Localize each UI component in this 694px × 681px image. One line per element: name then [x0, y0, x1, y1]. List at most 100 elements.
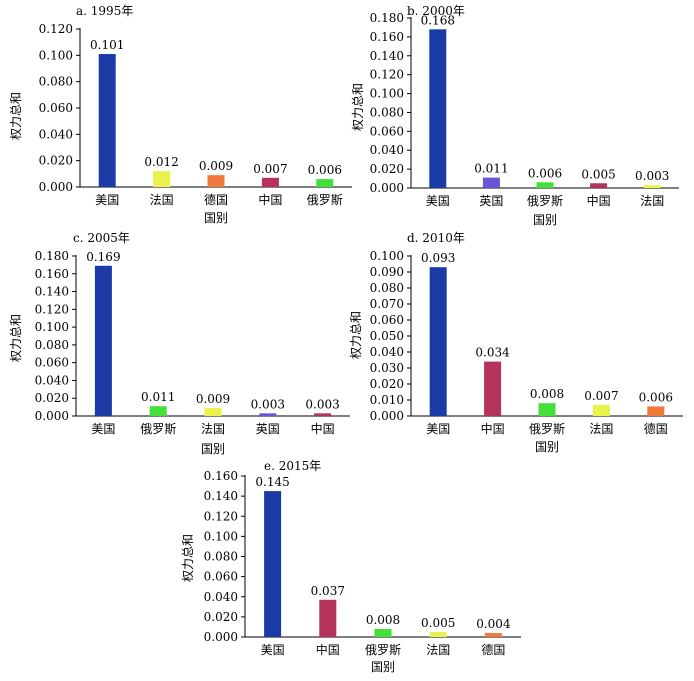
x-tick-label: 法国	[426, 643, 450, 657]
x-tick-label: 德国	[481, 642, 505, 657]
x-tick-label: 中国	[311, 421, 335, 436]
bar-value-label: 0.037	[311, 584, 345, 598]
bar-value-label: 0.003	[305, 397, 339, 411]
chart-panel-1: a. 1995年 0.000 0.020 0.040 0.060 0.080 0.100 0.…	[9, 4, 352, 225]
bar	[261, 177, 279, 187]
x-axis-label: 国别	[535, 440, 559, 454]
y-tick-label: 0.000	[370, 409, 404, 423]
bar-value-label: 0.005	[581, 167, 615, 181]
bar	[647, 406, 665, 416]
y-axis-label: 权力总和	[181, 534, 195, 582]
bar-value-label: 0.008	[366, 613, 400, 627]
y-tick-label: 0.080	[35, 338, 69, 352]
bar	[484, 361, 502, 416]
bar	[207, 175, 225, 187]
chart-panel-5: e. 2015年 0.000 0.020 0.040 0.060 0.080 0.100 0.…	[181, 459, 521, 674]
bar	[538, 403, 556, 416]
bar-value-label: 0.003	[251, 397, 285, 411]
y-tick-label: 0.100	[39, 48, 73, 62]
bar	[374, 628, 392, 637]
y-tick-label: 0.100	[370, 87, 404, 101]
x-tick-label: 法国	[589, 422, 613, 436]
y-tick-label: 0.050	[370, 329, 404, 343]
bar-value-label: 0.003	[635, 169, 669, 183]
bar	[536, 182, 554, 188]
chart-panel-4: d. 2010年 0.000 0.010 0.020 0.030 0.040 0.050 0.…	[349, 231, 683, 454]
bar	[149, 406, 167, 416]
bar	[590, 183, 608, 188]
y-axis-label: 权力总和	[349, 311, 363, 359]
bar-value-label: 0.101	[90, 38, 124, 52]
y-tick-label: 0.140	[35, 285, 69, 299]
bar	[98, 54, 116, 188]
y-tick-label: 0.160	[204, 469, 238, 483]
x-tick-label: 法国	[150, 193, 174, 207]
bar	[429, 267, 447, 416]
y-tick-label: 0.080	[204, 550, 238, 564]
y-tick-label: 0.000	[204, 630, 238, 644]
x-axis-label: 国别	[204, 211, 228, 225]
y-tick-label: 0.040	[204, 590, 238, 604]
x-tick-label: 法国	[201, 422, 225, 436]
y-tick-label: 0.080	[370, 281, 404, 295]
x-axis-label: 国别	[201, 442, 225, 456]
chart-title: c. 2005年	[73, 231, 130, 245]
y-tick-label: 0.000	[370, 181, 404, 195]
bar	[264, 491, 282, 637]
x-tick-label: 美国	[261, 643, 285, 657]
bar-value-label: 0.009	[196, 392, 230, 406]
chart-panel-3: c. 2005年 0.000 0.020 0.040 0.060 0.080 0.100 0.…	[9, 231, 350, 456]
bar	[429, 631, 447, 637]
x-tick-label: 美国	[91, 422, 115, 436]
y-axis-label: 权力总和	[351, 83, 365, 131]
bar-value-label: 0.008	[530, 387, 564, 401]
y-tick-label: 0.030	[370, 361, 404, 375]
bar	[316, 179, 334, 187]
chart-title: a. 1995年	[76, 4, 133, 18]
y-tick-label: 0.060	[35, 356, 69, 370]
y-tick-label: 0.020	[35, 391, 69, 405]
y-tick-label: 0.000	[35, 409, 69, 423]
bar-value-label: 0.007	[584, 389, 618, 403]
y-tick-label: 0.070	[370, 297, 404, 311]
y-tick-label: 0.100	[204, 529, 238, 543]
y-tick-label: 0.080	[370, 105, 404, 119]
y-tick-label: 0.120	[370, 68, 404, 82]
bar	[259, 413, 277, 416]
bar-value-label: 0.011	[141, 390, 175, 404]
bar	[153, 171, 171, 187]
x-tick-label: 俄罗斯	[140, 422, 176, 436]
y-tick-label: 0.040	[370, 143, 404, 157]
bar-value-label: 0.034	[475, 346, 510, 360]
bar	[482, 177, 500, 188]
bar-value-label: 0.004	[476, 617, 511, 631]
y-tick-label: 0.060	[204, 570, 238, 584]
bar-value-label: 0.093	[421, 251, 455, 265]
x-tick-label: 德国	[644, 421, 668, 436]
bar-value-label: 0.012	[144, 155, 178, 169]
y-tick-label: 0.180	[35, 249, 69, 263]
x-tick-label: 英国	[479, 194, 503, 208]
bar	[484, 632, 502, 637]
x-tick-label: 中国	[316, 642, 340, 657]
x-axis-label: 国别	[371, 660, 395, 674]
bar	[429, 29, 447, 189]
x-tick-label: 中国	[481, 421, 505, 436]
y-tick-label: 0.090	[370, 265, 404, 279]
x-tick-label: 美国	[426, 194, 450, 208]
y-tick-label: 0.060	[39, 101, 73, 115]
bar	[314, 413, 332, 416]
x-tick-label: 俄罗斯	[529, 422, 565, 436]
y-axis-label: 权力总和	[9, 92, 23, 140]
x-tick-label: 德国	[204, 192, 228, 207]
y-tick-label: 0.020	[370, 162, 404, 176]
y-tick-label: 0.040	[370, 345, 404, 359]
bar	[643, 185, 661, 188]
bar-value-label: 0.169	[86, 250, 120, 264]
x-tick-label: 俄罗斯	[307, 193, 343, 207]
y-tick-label: 0.020	[370, 377, 404, 391]
chart-title: e. 2015年	[264, 459, 321, 473]
bar-value-label: 0.006	[308, 163, 342, 177]
bar-value-label: 0.006	[639, 390, 673, 404]
x-tick-label: 俄罗斯	[527, 194, 563, 208]
